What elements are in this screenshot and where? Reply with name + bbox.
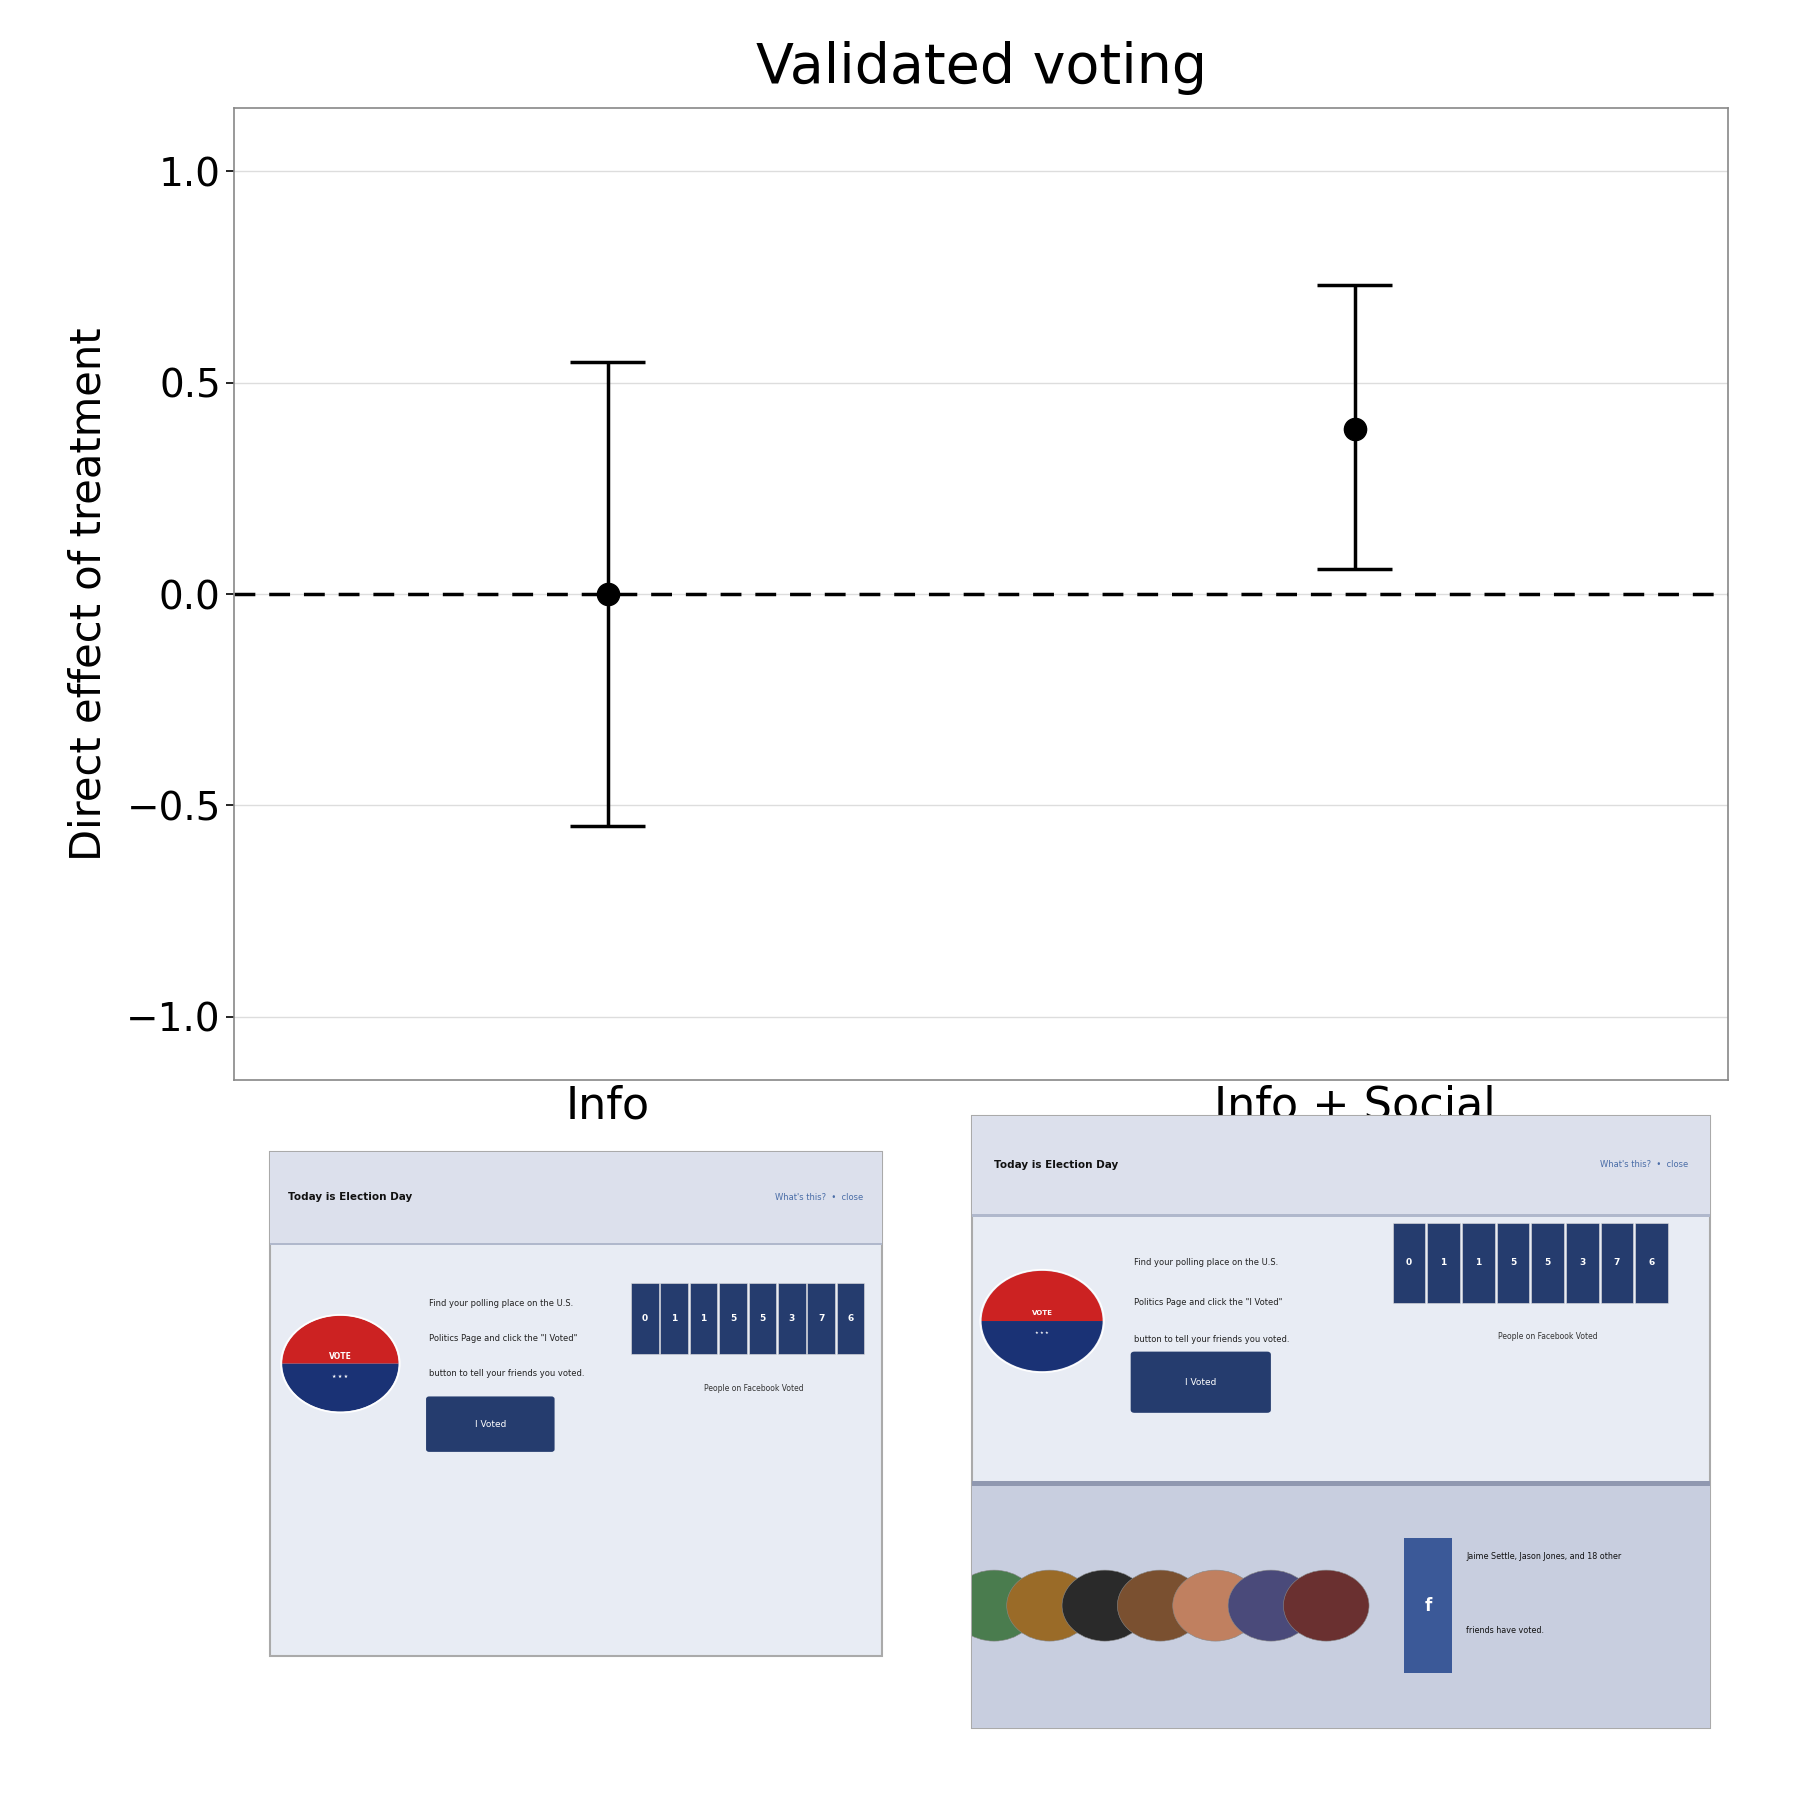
Text: 5: 5 [1544,1258,1552,1267]
Circle shape [1228,1570,1314,1642]
Bar [778,1283,806,1354]
FancyBboxPatch shape [1130,1352,1271,1413]
Bar [1404,1539,1451,1672]
Bar [1427,1224,1460,1303]
Text: People on Facebook Voted: People on Facebook Voted [1498,1332,1597,1341]
Text: f: f [1424,1597,1431,1615]
Text: Politics Page and click the "I Voted": Politics Page and click the "I Voted" [1134,1298,1283,1307]
Wedge shape [283,1364,398,1411]
Text: What's this?  •  close: What's this? • close [1600,1161,1688,1170]
Text: People on Facebook Voted: People on Facebook Voted [704,1384,803,1393]
Circle shape [1118,1570,1202,1642]
Text: 5: 5 [760,1314,765,1323]
Text: Today is Election Day: Today is Election Day [288,1192,412,1202]
Wedge shape [981,1271,1103,1321]
Bar [270,1242,882,1246]
Circle shape [1283,1570,1370,1642]
Text: button to tell your friends you voted.: button to tell your friends you voted. [428,1370,585,1379]
Title: Validated voting: Validated voting [756,41,1206,95]
Bar [1462,1224,1494,1303]
Text: Find your polling place on the U.S.: Find your polling place on the U.S. [1134,1258,1278,1267]
Text: I Voted: I Voted [1184,1377,1217,1386]
Text: 0: 0 [643,1314,648,1323]
Text: 6: 6 [848,1314,853,1323]
Text: 1: 1 [1476,1258,1481,1267]
Bar [1636,1224,1669,1303]
Text: 1: 1 [1440,1258,1447,1267]
Text: 3: 3 [1579,1258,1586,1267]
FancyBboxPatch shape [427,1397,554,1453]
Text: 5: 5 [729,1314,736,1323]
Wedge shape [283,1316,398,1364]
Bar [270,1152,882,1242]
Text: 5: 5 [1510,1258,1516,1267]
Text: ★ ★ ★: ★ ★ ★ [1035,1332,1049,1336]
Text: Jaime Settle, Jason Jones, and 18 other: Jaime Settle, Jason Jones, and 18 other [1467,1552,1622,1561]
Text: 6: 6 [1649,1258,1654,1267]
Text: 7: 7 [817,1314,824,1323]
Bar [1393,1224,1426,1303]
Text: 1: 1 [671,1314,677,1323]
Text: 3: 3 [788,1314,796,1323]
Bar [689,1283,718,1354]
Bar [1498,1224,1530,1303]
Bar [632,1283,659,1354]
Bar [749,1283,776,1354]
Bar [1600,1224,1633,1303]
Circle shape [1174,1570,1258,1642]
Text: Today is Election Day: Today is Election Day [994,1159,1118,1170]
FancyBboxPatch shape [972,1116,1710,1728]
Text: What's this?  •  close: What's this? • close [776,1193,864,1202]
Bar [837,1283,864,1354]
Text: friends have voted.: friends have voted. [1467,1625,1544,1634]
Text: Politics Page and click the "I Voted": Politics Page and click the "I Voted" [428,1334,578,1343]
Bar [972,1481,1710,1487]
Bar [972,1213,1710,1217]
Wedge shape [981,1321,1103,1372]
Circle shape [1062,1570,1148,1642]
Bar [972,1116,1710,1213]
FancyBboxPatch shape [270,1152,882,1656]
Bar [661,1283,688,1354]
Bar [808,1283,835,1354]
Text: 1: 1 [700,1314,707,1323]
Circle shape [952,1570,1037,1642]
Y-axis label: Direct effect of treatment: Direct effect of treatment [68,328,110,860]
Text: Find your polling place on the U.S.: Find your polling place on the U.S. [428,1300,574,1307]
Bar [720,1283,747,1354]
Text: VOTE: VOTE [1031,1310,1053,1316]
Text: 7: 7 [1615,1258,1620,1267]
Bar [1566,1224,1598,1303]
Text: button to tell your friends you voted.: button to tell your friends you voted. [1134,1336,1291,1345]
Bar [1532,1224,1564,1303]
Text: ★ ★ ★: ★ ★ ★ [333,1373,349,1379]
Circle shape [1006,1570,1093,1642]
Text: I Voted: I Voted [475,1420,506,1429]
Text: VOTE: VOTE [329,1352,351,1361]
Text: 0: 0 [1406,1258,1411,1267]
Bar [972,1487,1710,1728]
